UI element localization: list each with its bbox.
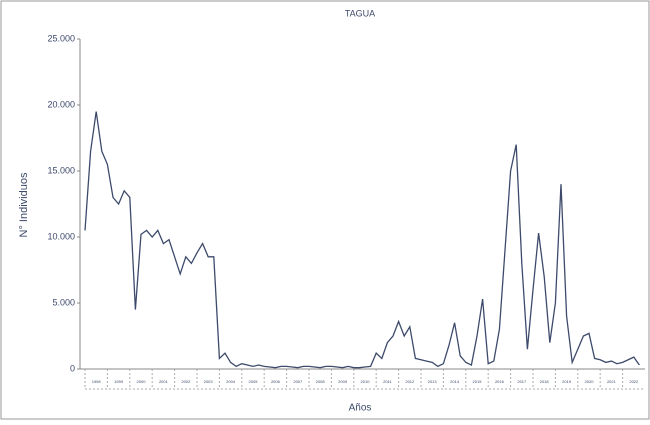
x-tick-label: 2003 (204, 379, 214, 384)
x-tick-label: 2017 (517, 379, 527, 384)
x-tick-label: 2012 (405, 379, 415, 384)
y-tick-label: 10.000 (47, 231, 75, 241)
x-tick-label: 2021 (607, 379, 617, 384)
x-tick-label: 1999 (114, 379, 124, 384)
x-tick-label: 2022 (629, 379, 639, 384)
x-tick-label: 2013 (428, 379, 438, 384)
y-tick-label: 25.000 (47, 33, 75, 43)
x-tick-label: 2018 (540, 379, 550, 384)
y-tick-label: 0 (70, 363, 75, 373)
data-line (84, 111, 640, 369)
x-tick-label: 2009 (338, 379, 348, 384)
x-tick-label: 2010 (361, 379, 371, 384)
x-tick-label: 2011 (383, 379, 392, 384)
y-tick-label: 20.000 (47, 99, 75, 109)
x-tick-label: 2020 (585, 379, 595, 384)
x-tick-label: 2004 (226, 379, 236, 384)
x-tick-label: 2002 (181, 379, 191, 384)
x-tick-label: 2008 (316, 379, 326, 384)
x-tick-label: 2001 (159, 379, 169, 384)
y-tick-label: 15.000 (47, 165, 75, 175)
x-tick-label: 2016 (495, 379, 505, 384)
x-tick-label: 2006 (271, 379, 281, 384)
x-axis-label: Años (349, 403, 372, 414)
y-tick-label: 5.000 (52, 297, 75, 307)
x-tick-label: 2007 (293, 379, 303, 384)
x-tick-label: 2005 (249, 379, 259, 384)
x-tick-label: 2000 (137, 379, 147, 384)
x-tick-label: 2019 (562, 379, 572, 384)
y-axis-label: N° Individuos (18, 172, 30, 237)
chart-title: TAGUA (345, 8, 375, 18)
x-tick-label: 2015 (473, 379, 483, 384)
x-tick-label: 1998 (92, 379, 102, 384)
x-tick-label: 2014 (450, 379, 460, 384)
